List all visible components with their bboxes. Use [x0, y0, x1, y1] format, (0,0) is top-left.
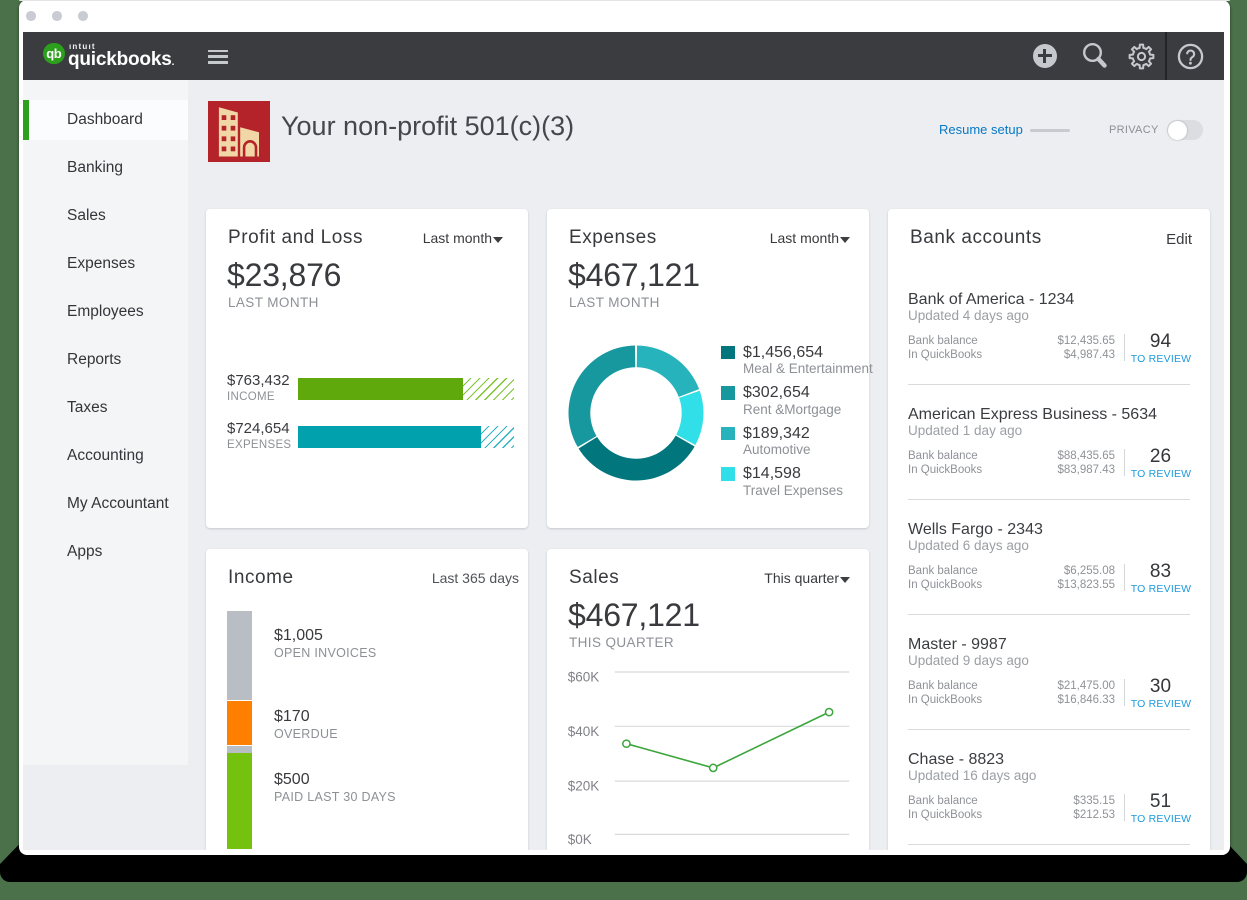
- svg-text:$60K: $60K: [568, 670, 600, 685]
- svg-text:$20K: $20K: [568, 779, 600, 794]
- svg-text:$0K: $0K: [568, 832, 592, 847]
- svg-text:$40K: $40K: [568, 724, 600, 739]
